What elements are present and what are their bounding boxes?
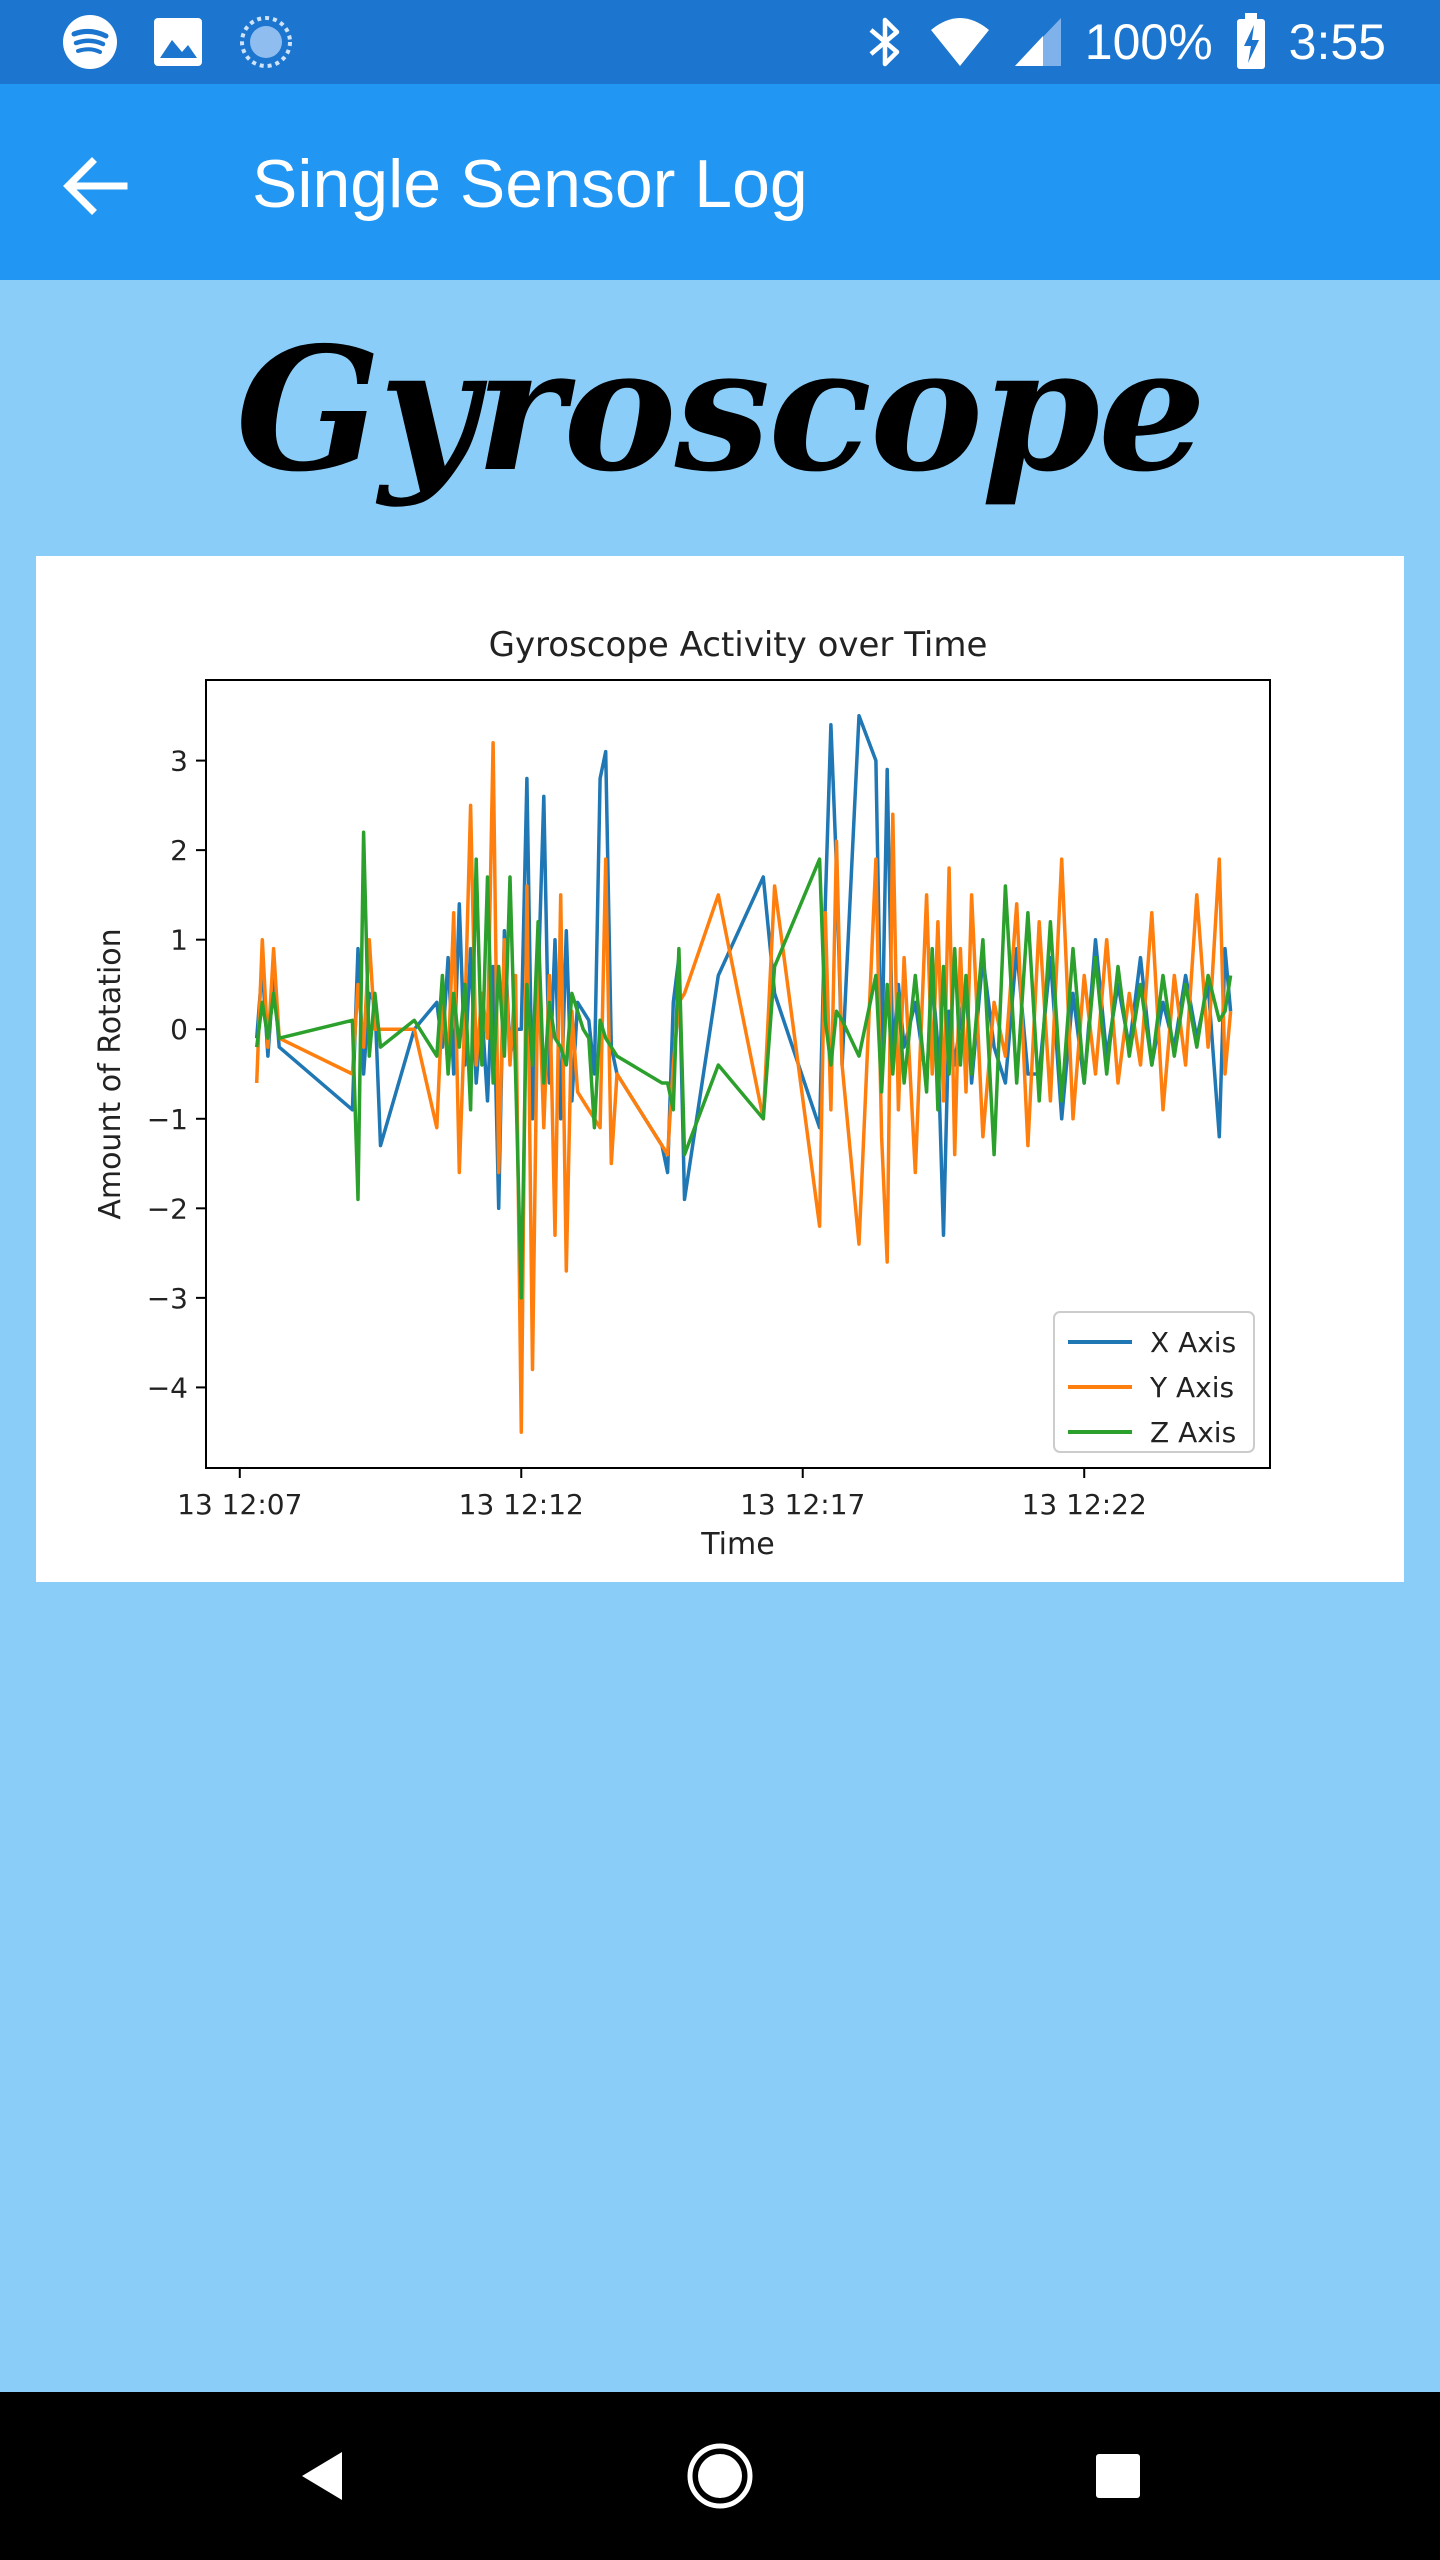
y-tick-label: −2 [147, 1192, 188, 1225]
y-tick-label: −1 [147, 1103, 188, 1136]
notification-icons [62, 14, 294, 70]
back-button[interactable] [52, 142, 140, 230]
bluetooth-icon [869, 17, 900, 67]
page-heading: Gyroscope [235, 310, 1207, 510]
wifi-icon [930, 18, 989, 66]
sync-icon [240, 16, 292, 68]
plot-frame [205, 679, 1271, 1469]
nav-home-button[interactable] [670, 2426, 770, 2526]
x-tick-label: 13 12:12 [459, 1488, 584, 1521]
home-circle-icon [687, 2443, 753, 2509]
recents-square-icon [1096, 2454, 1140, 2498]
y-tick-label: 1 [170, 924, 188, 957]
system-icons: 100% 3:55 [863, 12, 1386, 72]
x-tick-label: 13 12:07 [177, 1488, 302, 1521]
legend-label: Z Axis [1150, 1416, 1236, 1449]
legend-label: X Axis [1150, 1326, 1236, 1359]
series-line-z [254, 830, 1233, 1300]
series-line-y [254, 740, 1233, 1434]
app-title: Single Sensor Log [252, 146, 808, 222]
x-tick-label: 13 12:22 [1022, 1488, 1147, 1521]
app-bar: Single Sensor Log [0, 84, 1440, 280]
x-axis-label: Time [700, 1527, 774, 1562]
legend [1053, 1311, 1255, 1453]
signal-icon [1014, 18, 1061, 66]
chart-title: Gyroscope Activity over Time [489, 625, 988, 665]
gyroscope-chart: Gyroscope Activity over Time 3 2 1 0 −1 −2 −3 −4… [93, 625, 1271, 1562]
y-tick-label: 0 [170, 1013, 188, 1046]
back-triangle-icon [302, 2452, 342, 2500]
y-tick-label: −3 [147, 1282, 188, 1315]
status-bar: 100% 3:55 [0, 0, 1440, 84]
navigation-bar [0, 2392, 1440, 2560]
y-tick-label: 2 [170, 834, 188, 867]
chart-card: Gyroscope Activity over Time 3 2 1 0 −1 −2 −3 −4… [36, 556, 1404, 1582]
battery-percentage: 100% [1084, 14, 1213, 70]
x-tick-label: 13 12:17 [740, 1488, 865, 1521]
battery-charging-icon [1236, 13, 1265, 69]
spotify-icon [63, 15, 117, 69]
arrow-left-icon [63, 157, 128, 215]
y-tick-label: −4 [147, 1371, 188, 1404]
y-tick-label: 3 [170, 745, 188, 778]
y-axis-label: Amount of Rotation [93, 928, 128, 1219]
image-icon [154, 18, 202, 66]
nav-recents-button[interactable] [1068, 2426, 1168, 2526]
legend-label: Y Axis [1149, 1371, 1234, 1404]
clock: 3:55 [1288, 14, 1386, 70]
nav-back-button[interactable] [272, 2426, 372, 2526]
